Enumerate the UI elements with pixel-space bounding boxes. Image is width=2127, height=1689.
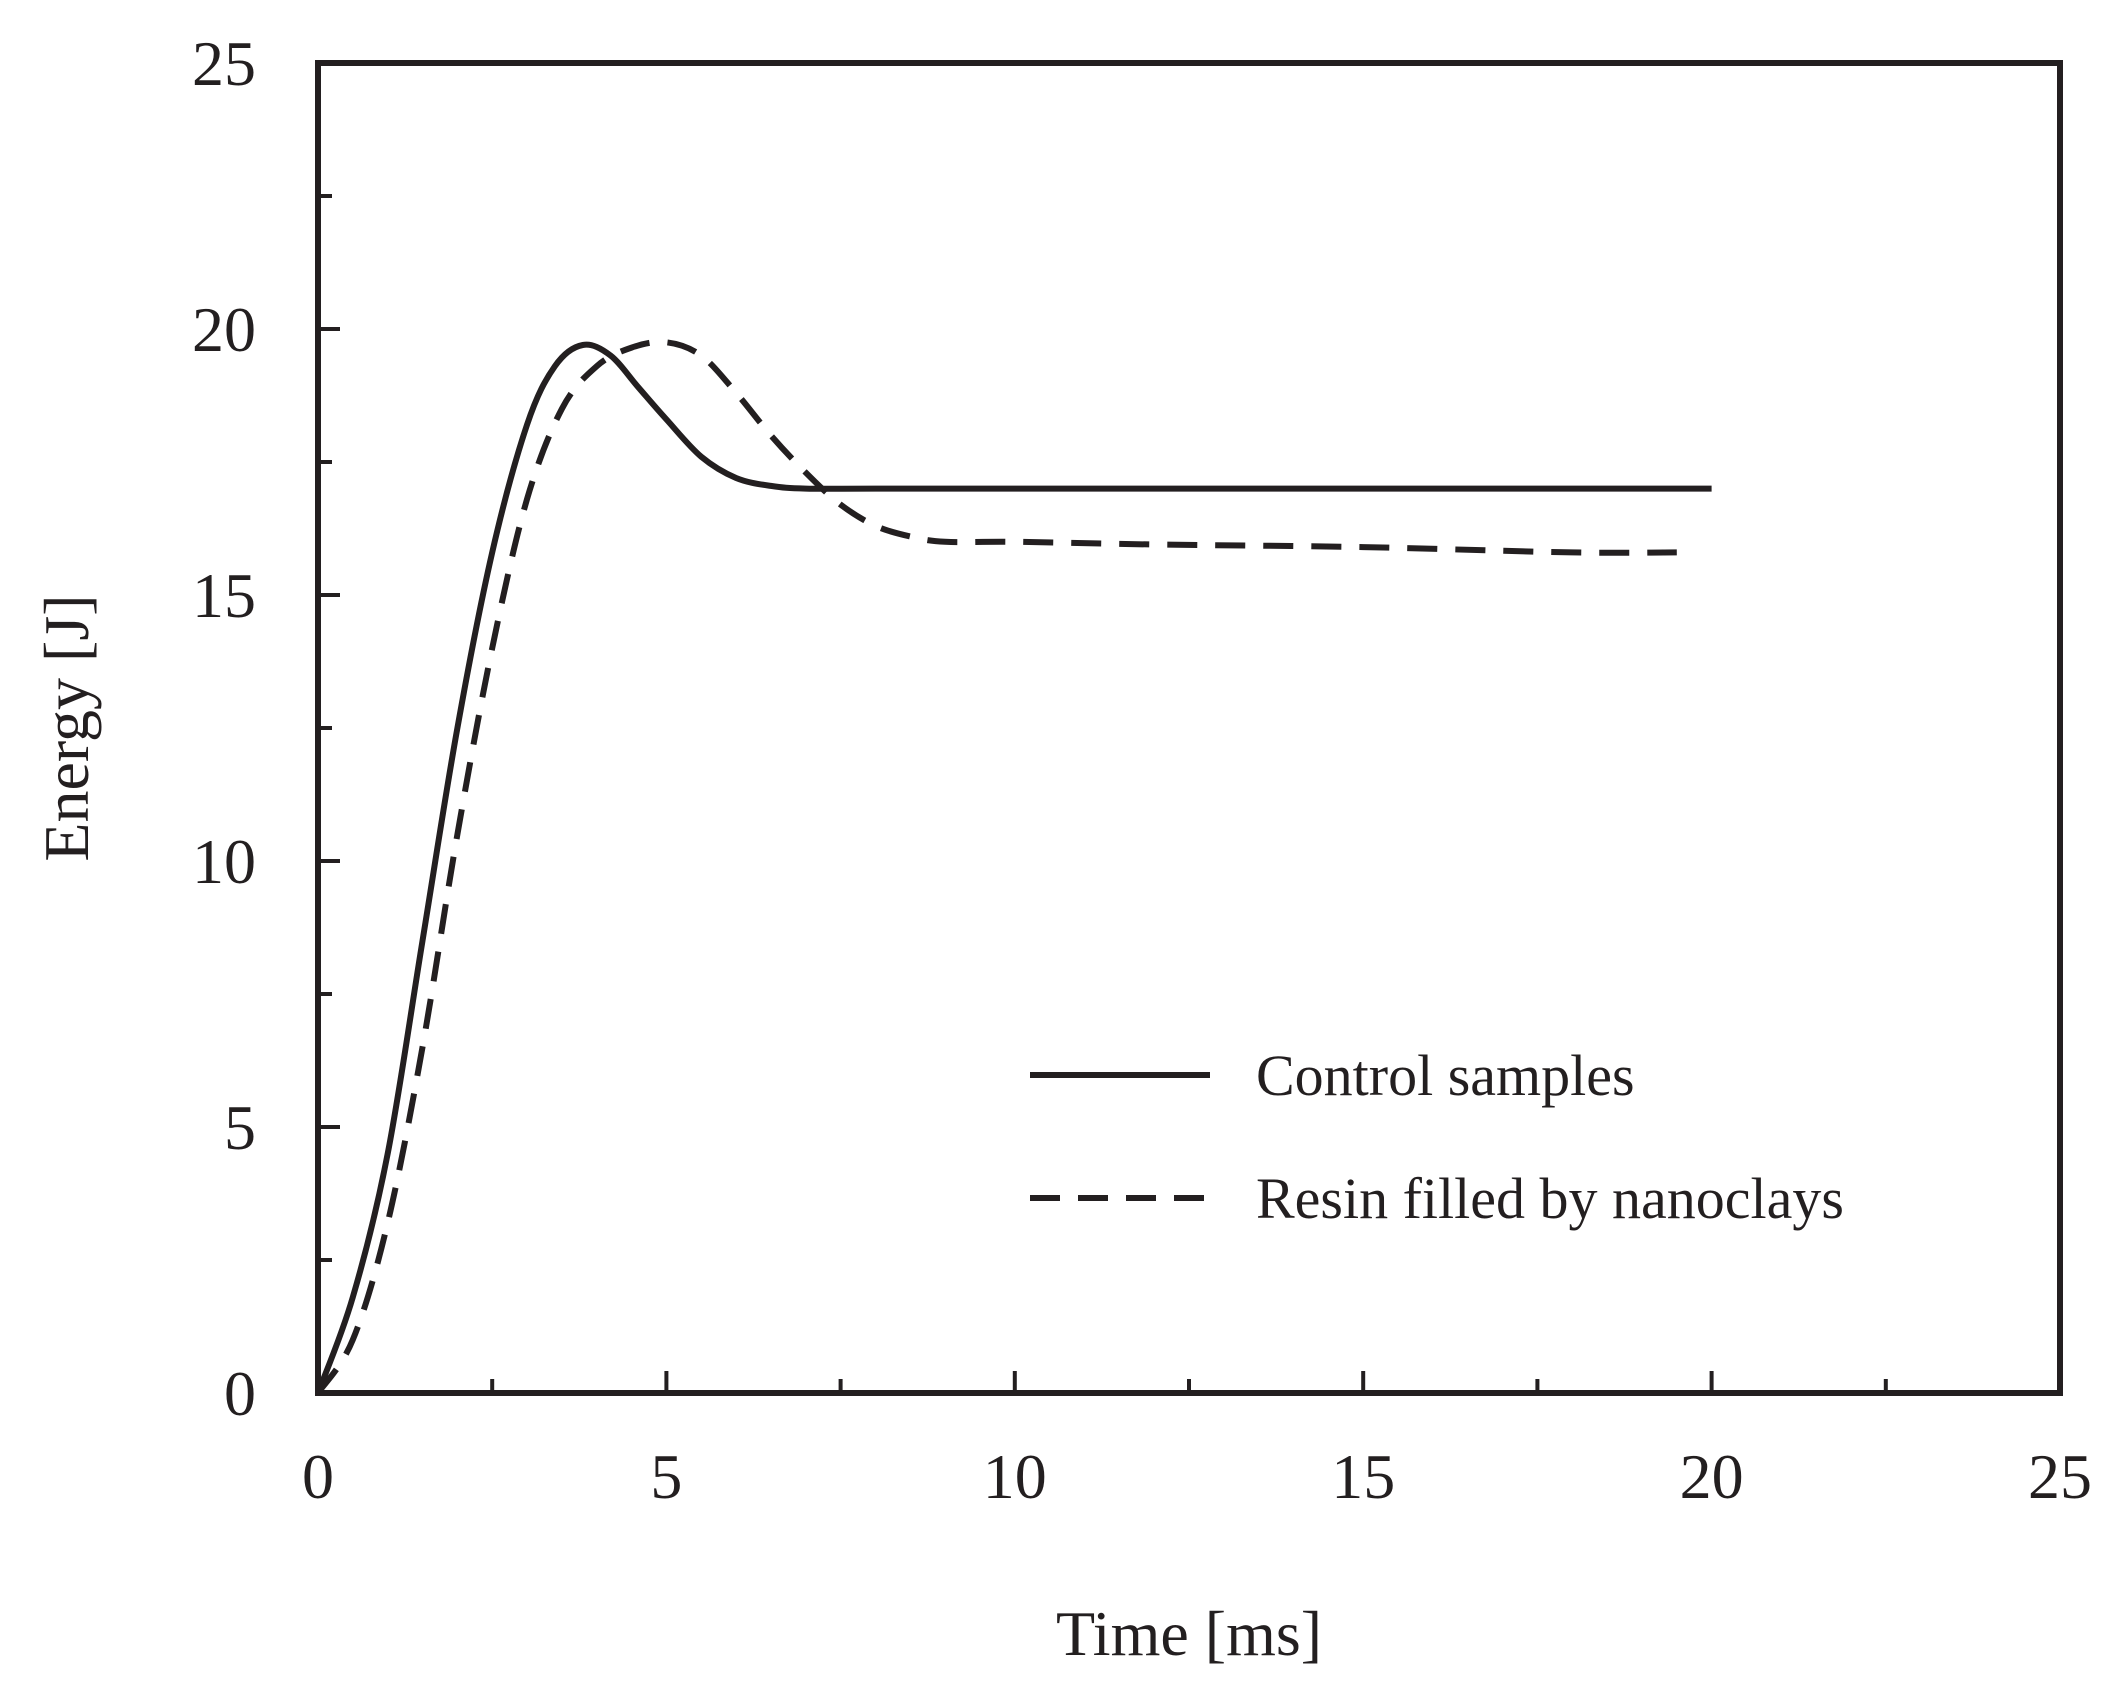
x-tick-label-20: 20 [1680, 1441, 1744, 1512]
y-tick-label-25: 25 [192, 28, 256, 99]
y-tick-label-0: 0 [224, 1358, 256, 1429]
series-line-resin-filled-by-nanoclays [315, 338, 1677, 1395]
x-tick-label-25: 25 [2028, 1441, 2092, 1512]
plot-frame [315, 60, 2063, 1396]
x-tick-label-10: 10 [983, 1441, 1047, 1512]
y-tick-label-10: 10 [192, 826, 256, 897]
y-tick-label-15: 15 [192, 560, 256, 631]
legend: Control samples Resin filled by nanoclay… [1030, 1043, 1844, 1231]
x-tick-label-5: 5 [650, 1441, 682, 1512]
legend-label-control-samples: Control samples [1256, 1043, 1635, 1108]
legend-label-resin-filled: Resin filled by nanoclays [1256, 1166, 1844, 1231]
series-line-control-samples [315, 341, 1712, 1395]
series-group [315, 338, 1712, 1395]
y-tick-label-5: 5 [224, 1092, 256, 1163]
y-tick-label-20: 20 [192, 294, 256, 365]
tick-labels: 0 5 10 15 20 25 0 5 10 15 20 25 [192, 28, 2092, 1512]
x-tick-label-0: 0 [302, 1441, 334, 1512]
x-axis-label: Time [ms] [1056, 1598, 1322, 1669]
x-tick-label-15: 15 [1331, 1441, 1395, 1512]
y-axis-label: Energy [J] [31, 594, 102, 861]
